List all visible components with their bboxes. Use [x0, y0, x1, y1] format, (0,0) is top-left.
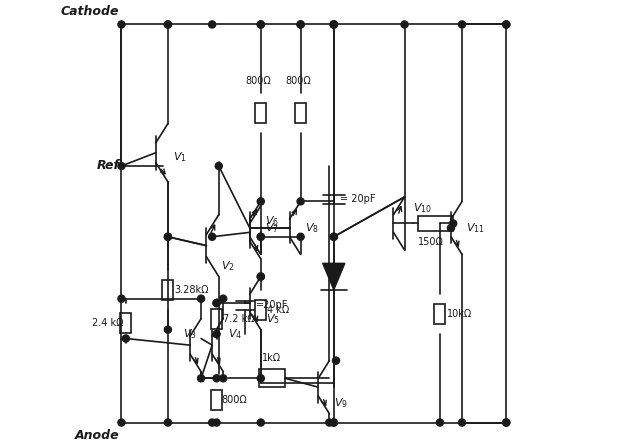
Circle shape [257, 233, 264, 240]
Circle shape [118, 162, 125, 169]
Circle shape [437, 419, 444, 426]
Circle shape [122, 335, 129, 342]
Circle shape [208, 21, 215, 28]
Circle shape [215, 162, 222, 169]
Circle shape [164, 21, 171, 28]
Circle shape [213, 299, 220, 307]
Circle shape [257, 273, 264, 280]
Circle shape [197, 375, 204, 382]
Circle shape [330, 21, 337, 28]
Circle shape [257, 233, 264, 240]
Circle shape [118, 21, 125, 28]
Circle shape [213, 419, 220, 426]
Circle shape [447, 224, 454, 232]
Circle shape [333, 357, 340, 364]
Circle shape [458, 419, 465, 426]
Circle shape [208, 419, 215, 426]
Circle shape [458, 21, 465, 28]
Bar [255, 103, 266, 123]
Text: $V_{10}$: $V_{10}$ [413, 201, 432, 215]
Circle shape [220, 295, 227, 302]
Circle shape [401, 21, 408, 28]
Text: 2.4 kΩ: 2.4 kΩ [92, 318, 124, 328]
Text: =20pF: =20pF [256, 300, 288, 310]
Circle shape [330, 233, 337, 240]
Text: = 20pF: = 20pF [340, 194, 376, 204]
Circle shape [297, 198, 304, 205]
Text: $V_4$: $V_4$ [228, 327, 242, 341]
Circle shape [330, 21, 337, 28]
Circle shape [297, 21, 304, 28]
Bar [211, 308, 222, 329]
Text: $V_8$: $V_8$ [305, 221, 319, 235]
Bar [418, 215, 453, 232]
Circle shape [330, 233, 337, 240]
Circle shape [257, 419, 264, 426]
Circle shape [164, 233, 171, 240]
Circle shape [213, 375, 220, 382]
Text: 150Ω: 150Ω [418, 237, 444, 247]
Circle shape [197, 295, 204, 302]
Circle shape [164, 419, 171, 426]
Bar [258, 370, 285, 387]
Bar [255, 300, 266, 320]
Text: $V_{11}$: $V_{11}$ [467, 221, 485, 235]
Polygon shape [322, 263, 345, 290]
Circle shape [330, 21, 337, 28]
Circle shape [257, 273, 264, 280]
Circle shape [503, 419, 510, 426]
Text: $V_1$: $V_1$ [173, 150, 187, 164]
Circle shape [164, 233, 171, 240]
Circle shape [164, 326, 171, 333]
Circle shape [503, 21, 510, 28]
Circle shape [257, 21, 264, 28]
Text: 4 kΩ: 4 kΩ [267, 305, 290, 315]
Circle shape [330, 419, 337, 426]
Circle shape [213, 330, 220, 337]
Text: Ref: Ref [96, 160, 119, 173]
Circle shape [208, 233, 215, 240]
Text: 10kΩ: 10kΩ [447, 309, 472, 319]
Circle shape [297, 233, 304, 240]
Text: 800Ω: 800Ω [285, 76, 312, 86]
Text: 1kΩ: 1kΩ [262, 353, 281, 363]
Circle shape [503, 21, 510, 28]
Text: 7.2 kΩ: 7.2 kΩ [223, 314, 255, 324]
Text: $V_5$: $V_5$ [266, 312, 280, 326]
Circle shape [257, 21, 264, 28]
Circle shape [503, 419, 510, 426]
Text: $V_6$: $V_6$ [265, 214, 279, 228]
Bar [295, 103, 306, 123]
Circle shape [449, 220, 457, 227]
Text: 800Ω: 800Ω [221, 396, 247, 405]
Text: Anode: Anode [74, 429, 119, 442]
Circle shape [297, 21, 304, 28]
Text: 3.28kΩ: 3.28kΩ [174, 285, 209, 295]
Circle shape [257, 375, 264, 382]
Text: $V_2$: $V_2$ [221, 259, 235, 273]
Circle shape [164, 21, 171, 28]
Text: Cathode: Cathode [61, 5, 119, 18]
Circle shape [213, 299, 220, 307]
Bar [162, 280, 174, 300]
Circle shape [257, 198, 264, 205]
Circle shape [326, 419, 333, 426]
Bar [211, 391, 222, 410]
Circle shape [118, 295, 125, 302]
Text: $V_7$: $V_7$ [265, 221, 279, 235]
Text: $V_3$: $V_3$ [183, 327, 197, 341]
Circle shape [330, 419, 337, 426]
Text: 800Ω: 800Ω [246, 76, 271, 86]
Circle shape [118, 419, 125, 426]
Text: $V_9$: $V_9$ [334, 396, 348, 410]
Bar [435, 304, 445, 324]
Circle shape [220, 375, 227, 382]
Bar [121, 313, 131, 333]
